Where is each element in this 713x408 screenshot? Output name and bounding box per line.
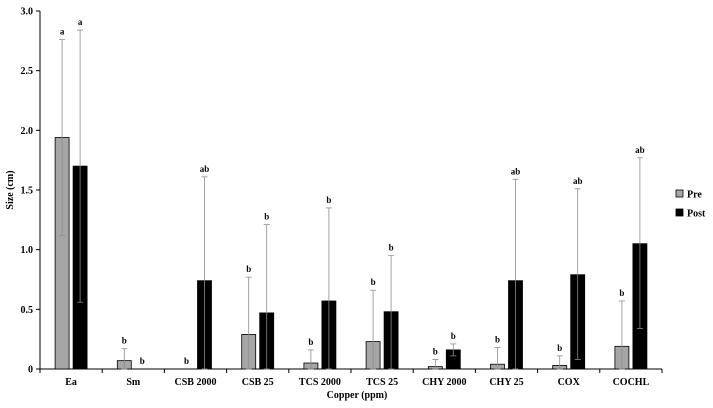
y-tick-label: 0: [28, 365, 33, 376]
y-tick-label: 1.5: [21, 186, 34, 197]
significance-label: ab: [200, 164, 210, 174]
x-tick-label: Ea: [65, 377, 77, 388]
legend-swatch-pre: [675, 189, 684, 198]
x-axis-title: Copper (ppm): [327, 390, 388, 401]
significance-label: b: [389, 243, 394, 253]
x-tick-label: TCS 25: [366, 377, 398, 388]
x-tick-label: CHY 2000: [422, 377, 466, 388]
significance-label: b: [495, 335, 500, 345]
significance-label: a: [60, 27, 65, 37]
y-tick-label: 3.0: [21, 7, 34, 18]
y-tick-label: 0.5: [21, 305, 34, 316]
x-tick-label: Sm: [126, 377, 141, 388]
significance-label: b: [184, 356, 189, 366]
significance-label: b: [140, 356, 145, 366]
x-tick-label: CSB 2000: [175, 377, 217, 388]
plot-area: 0 0.5 1.0 1.5 2.0 2.5 3.0 a a Ea b b Sm b ab CSB 2000 b b…: [21, 7, 663, 388]
significance-label: b: [557, 343, 562, 353]
significance-label: ab: [635, 145, 645, 155]
significance-label: b: [326, 195, 331, 205]
significance-label: b: [246, 264, 251, 274]
legend-label-post: Post: [687, 209, 706, 220]
significance-label: b: [433, 346, 438, 356]
y-tick-label: 2.0: [21, 126, 34, 137]
x-tick-label: COCHL: [613, 377, 650, 388]
legend-label-pre: Pre: [687, 190, 702, 201]
legend: Pre Post: [675, 189, 706, 220]
y-axis-title: Size (cm): [5, 170, 16, 209]
significance-label: b: [264, 212, 269, 222]
x-tick-label: COX: [558, 377, 581, 388]
significance-label: b: [308, 337, 313, 347]
significance-label: a: [78, 17, 83, 27]
significance-label: b: [122, 336, 127, 346]
significance-label: ab: [511, 166, 521, 176]
x-tick-label: CSB 25: [242, 377, 274, 388]
y-tick-label: 2.5: [21, 66, 34, 77]
significance-label: b: [371, 277, 376, 287]
x-tick-label: TCS 2000: [299, 377, 341, 388]
significance-label: b: [451, 331, 456, 341]
x-tick-label: CHY 25: [489, 377, 523, 388]
significance-label: b: [619, 288, 624, 298]
legend-swatch-post: [675, 208, 684, 217]
significance-label: ab: [573, 176, 583, 186]
y-tick-label: 1.0: [21, 245, 34, 256]
y-axis-title-group: Size (cm): [5, 170, 16, 209]
